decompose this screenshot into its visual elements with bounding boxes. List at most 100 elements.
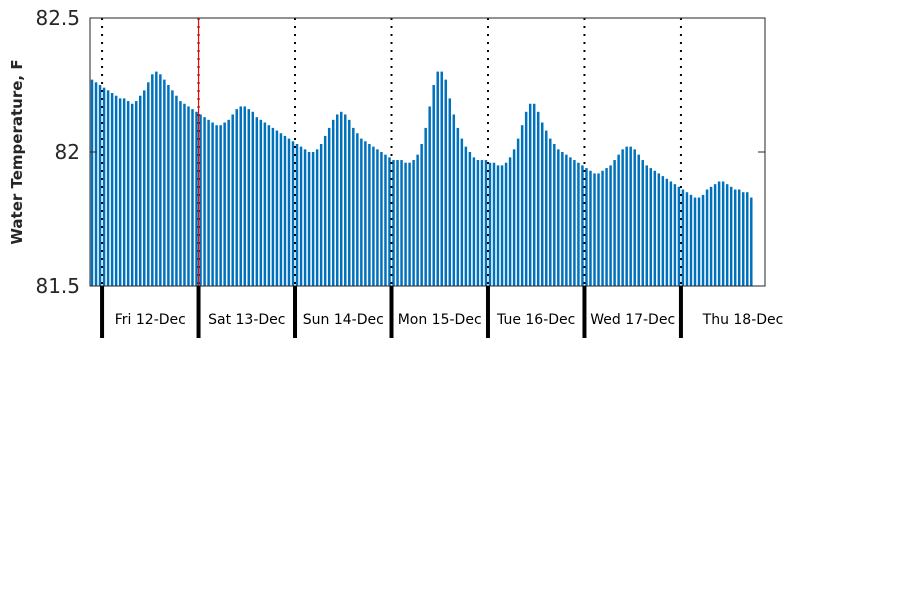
bar <box>709 186 713 286</box>
bar <box>352 127 355 286</box>
bar <box>255 117 259 286</box>
bar <box>573 160 576 286</box>
bar <box>480 160 484 286</box>
bar <box>408 162 411 286</box>
bar <box>327 127 331 286</box>
bar <box>102 87 106 287</box>
bar <box>307 152 311 286</box>
bar <box>171 90 174 286</box>
bar <box>203 117 206 286</box>
bar <box>420 143 423 286</box>
bar <box>633 149 636 286</box>
bar <box>159 74 162 286</box>
bar <box>705 189 709 286</box>
bar <box>416 154 419 286</box>
bar <box>147 82 150 286</box>
bar <box>641 160 644 286</box>
bar <box>673 184 677 286</box>
bar <box>605 168 608 286</box>
bar <box>215 125 218 286</box>
bar <box>179 101 182 286</box>
bar <box>629 146 632 286</box>
bar <box>653 170 657 286</box>
bar <box>460 138 464 286</box>
bar <box>597 173 600 286</box>
day-label: Mon 15-Dec <box>398 312 482 328</box>
bar <box>693 197 697 286</box>
bar <box>585 168 588 286</box>
bar <box>299 146 303 286</box>
bar <box>701 194 705 286</box>
bar <box>500 165 504 286</box>
bar <box>404 162 407 286</box>
bar <box>130 103 134 286</box>
bar <box>259 119 263 286</box>
bar <box>512 149 516 286</box>
bar <box>368 143 371 286</box>
bar <box>392 160 395 286</box>
bar <box>536 111 540 286</box>
bar <box>348 119 351 286</box>
bar <box>681 189 685 286</box>
bar-series <box>90 71 753 287</box>
bar <box>251 111 255 286</box>
bar <box>452 114 456 286</box>
bar <box>444 79 448 286</box>
bar <box>689 194 693 286</box>
bar <box>360 138 363 286</box>
bar <box>315 149 319 286</box>
day-label: Sat 13-Dec <box>208 312 285 328</box>
bar <box>492 162 496 286</box>
bar <box>211 122 214 287</box>
y-tick-label: 82.5 <box>35 6 80 30</box>
bar <box>665 178 669 286</box>
bar <box>697 197 701 286</box>
bar <box>669 181 673 286</box>
bar <box>400 160 403 286</box>
bar <box>685 192 689 286</box>
bar <box>356 133 359 286</box>
bar <box>287 138 291 286</box>
bar <box>344 114 347 286</box>
bar <box>195 111 198 286</box>
bar <box>561 152 564 286</box>
day-label: Tue 16-Dec <box>496 312 575 328</box>
bar <box>243 106 247 286</box>
bar <box>126 101 130 286</box>
day-ticks <box>100 286 683 338</box>
bar <box>516 138 520 286</box>
bar <box>303 149 307 286</box>
bar <box>565 154 568 286</box>
bar <box>737 189 741 286</box>
bar <box>496 165 500 286</box>
bar <box>263 122 267 287</box>
bar <box>235 109 238 287</box>
bar <box>134 101 138 286</box>
bar <box>139 95 142 286</box>
bar <box>625 146 628 286</box>
bar <box>617 154 620 286</box>
bar <box>384 154 387 286</box>
bar <box>569 157 572 286</box>
bar <box>476 160 480 286</box>
bar <box>577 162 580 286</box>
bar <box>319 143 323 286</box>
day-label: Wed 17-Dec <box>590 312 675 328</box>
bar <box>557 149 560 286</box>
bar <box>223 122 226 287</box>
bar <box>267 125 271 286</box>
bar <box>448 98 452 287</box>
bar <box>717 181 721 286</box>
bar <box>372 146 375 286</box>
bar <box>472 157 476 286</box>
bar <box>175 95 178 286</box>
bar <box>151 74 154 286</box>
bar <box>593 173 596 286</box>
bar <box>323 135 327 286</box>
bar <box>376 149 379 286</box>
y-tick-label: 81.5 <box>35 274 80 298</box>
bar <box>733 189 737 286</box>
bar <box>118 98 122 287</box>
bar <box>456 127 460 286</box>
